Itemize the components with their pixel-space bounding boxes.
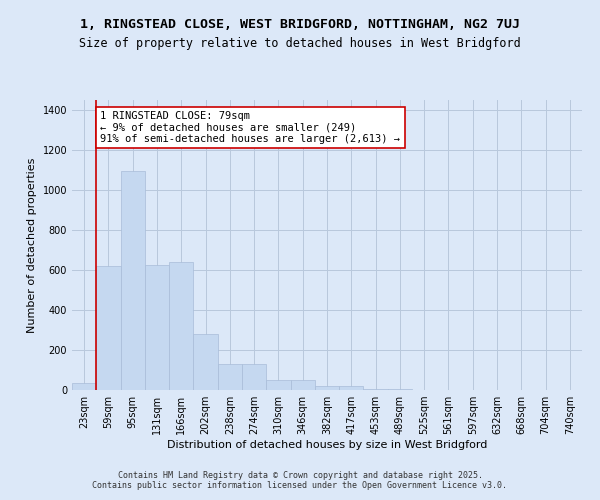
- Bar: [339, 386, 364, 390]
- Text: 1, RINGSTEAD CLOSE, WEST BRIDGFORD, NOTTINGHAM, NG2 7UJ: 1, RINGSTEAD CLOSE, WEST BRIDGFORD, NOTT…: [80, 18, 520, 30]
- Bar: [145, 265, 169, 390]
- Bar: [388, 389, 412, 390]
- Bar: [218, 364, 242, 390]
- Text: Size of property relative to detached houses in West Bridgford: Size of property relative to detached ho…: [79, 38, 521, 51]
- Bar: [242, 364, 266, 390]
- Bar: [169, 262, 193, 390]
- Y-axis label: Number of detached properties: Number of detached properties: [27, 158, 37, 332]
- Bar: [121, 171, 145, 390]
- Bar: [290, 380, 315, 390]
- Text: 1 RINGSTEAD CLOSE: 79sqm
← 9% of detached houses are smaller (249)
91% of semi-d: 1 RINGSTEAD CLOSE: 79sqm ← 9% of detache…: [100, 111, 400, 144]
- Bar: [193, 334, 218, 390]
- Bar: [266, 380, 290, 390]
- Bar: [96, 266, 121, 390]
- Bar: [72, 383, 96, 390]
- X-axis label: Distribution of detached houses by size in West Bridgford: Distribution of detached houses by size …: [167, 440, 487, 450]
- Text: Contains HM Land Registry data © Crown copyright and database right 2025.
Contai: Contains HM Land Registry data © Crown c…: [92, 470, 508, 490]
- Bar: [364, 388, 388, 390]
- Bar: [315, 386, 339, 390]
